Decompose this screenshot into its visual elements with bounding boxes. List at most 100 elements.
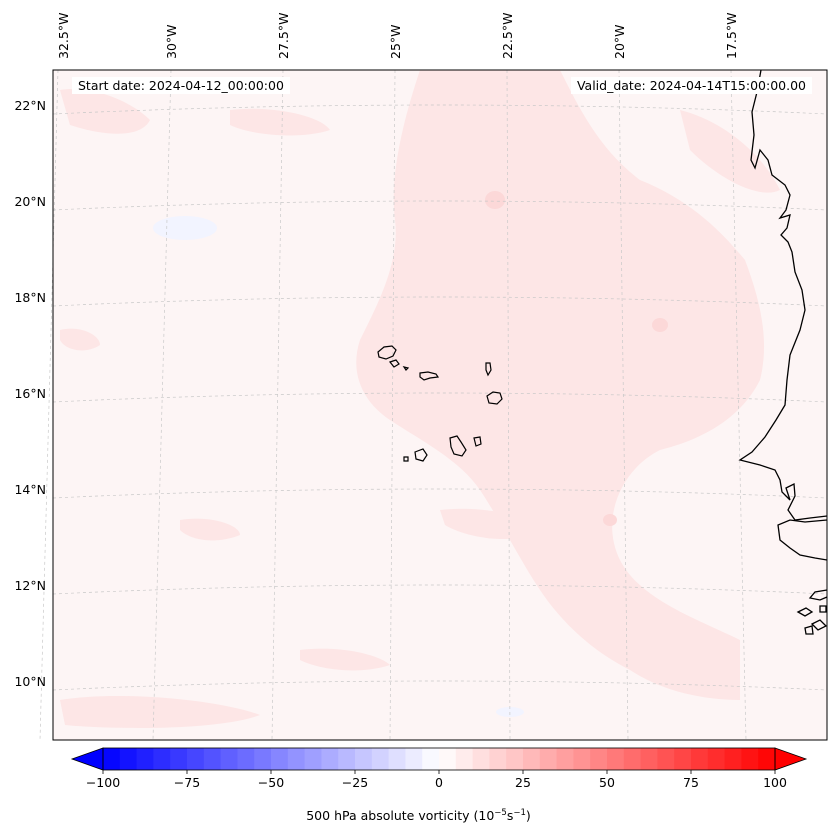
colorbar-segment: [119, 748, 138, 770]
meridian: [618, 69, 629, 741]
start-date-label: Start date: 2024-04-12_00:00:00: [72, 77, 290, 94]
colorbar-segment: [422, 748, 440, 770]
colorbar-segment: [187, 748, 205, 770]
colorbar-segment: [691, 748, 709, 770]
parallel: [52, 200, 828, 211]
parallel: [52, 104, 828, 115]
lon-label: 27.5°W: [276, 12, 291, 59]
cape-verde-islands: [377, 345, 503, 462]
island-boa-vista: [486, 391, 503, 405]
meridian: [389, 69, 396, 741]
island-fogo: [414, 448, 428, 462]
colorbar-segment: [506, 748, 524, 770]
meridian: [730, 69, 747, 741]
colorbar-tick-label: −25: [341, 775, 369, 790]
colorbar-label-unit: s: [506, 808, 514, 824]
lon-label: 32.5°W: [56, 12, 71, 59]
colorbar-label-close: ): [525, 808, 531, 824]
colorbar-label-main: 500 hPa absolute vorticity (10: [306, 808, 495, 824]
lat-label: 22°N: [14, 98, 46, 113]
island-brava: [403, 456, 409, 462]
colorbar-segment: [455, 748, 474, 770]
colorbar-extend-min: [70, 747, 104, 771]
lon-label: 25°W: [388, 24, 403, 59]
vorticity-patch: [300, 648, 390, 671]
colorbar-segment: [556, 748, 574, 770]
vorticity-band-main: [356, 70, 765, 700]
colorbar-tick-label: −75: [173, 775, 201, 790]
colorbar-segment: [237, 748, 255, 770]
parallel: [52, 488, 828, 499]
colorbar-tick-label: 50: [599, 775, 615, 790]
lat-label: 16°N: [14, 386, 46, 401]
colorbar-segment: [539, 748, 558, 770]
colorbar-segment: [758, 748, 776, 770]
colorbar: [70, 747, 808, 774]
lat-label: 20°N: [14, 194, 46, 209]
lon-label: 20°W: [612, 24, 627, 59]
coastline-gambia-guinea: [777, 519, 828, 561]
colorbar-segment: [573, 748, 591, 770]
vorticity-patch: [60, 695, 260, 728]
vorticity-patch-strong: [652, 318, 668, 332]
meridian: [152, 69, 172, 741]
colorbar-segment: [707, 748, 726, 770]
vorticity-patch-strong: [485, 191, 505, 209]
colorbar-segment: [103, 748, 121, 770]
vorticity-negative-patches: [153, 216, 524, 717]
lat-label: 12°N: [14, 578, 46, 593]
colorbar-segment: [489, 748, 507, 770]
colorbar-segment: [674, 748, 692, 770]
colorbar-tick-label: 75: [683, 775, 699, 790]
meridian: [39, 69, 59, 741]
colorbar-segment: [590, 748, 608, 770]
lat-label: 18°N: [14, 290, 46, 305]
colorbar-segment: [254, 748, 272, 770]
colorbar-segment: [405, 748, 423, 770]
coastline: [738, 69, 828, 635]
vorticity-strong-patches: [485, 191, 668, 526]
colorbar-tick-label: 25: [515, 775, 531, 790]
lon-label: 22.5°W: [500, 12, 515, 59]
colorbar-tick-label: −100: [85, 775, 121, 790]
colorbar-segment: [623, 748, 642, 770]
colorbar-segment: [321, 748, 339, 770]
colorbar-extend-max: [774, 747, 808, 771]
colorbar-segment: [355, 748, 373, 770]
lat-label: 10°N: [14, 674, 46, 689]
vorticity-patch: [440, 508, 540, 540]
coastline-bijagos: [796, 605, 828, 635]
lon-label: 30°W: [164, 24, 179, 59]
vorticity-patch-negative: [153, 216, 217, 240]
vorticity-patch: [680, 110, 780, 193]
colorbar-segment: [136, 748, 154, 770]
colorbar-label-exp2: −1: [513, 808, 526, 818]
colorbar-label-exp1: −5: [494, 808, 507, 818]
lon-label: 17.5°W: [724, 12, 739, 59]
colorbar-segment: [203, 748, 222, 770]
vorticity-patch: [60, 328, 100, 351]
colorbar-segment: [287, 748, 306, 770]
parallel: [52, 392, 828, 403]
vorticity-patch-strong: [603, 514, 617, 526]
colorbar-segment: [388, 748, 406, 770]
colorbar-segment: [304, 748, 322, 770]
vorticity-field: [60, 70, 780, 728]
coastline-guinea-bissau: [808, 589, 828, 601]
colorbar-segment: [439, 748, 457, 770]
vorticity-patch: [180, 518, 240, 541]
colorbar-tick-label: 0: [435, 775, 443, 790]
colorbar-segment: [523, 748, 541, 770]
colorbar-segment: [472, 748, 490, 770]
colorbar-tick-label: −50: [257, 775, 285, 790]
colorbar-segment: [271, 748, 289, 770]
colorbar-segment: [371, 748, 390, 770]
meridian: [506, 69, 511, 741]
island-santo-antao: [377, 345, 397, 360]
colorbar-tick-label: 100: [763, 775, 787, 790]
island-santa-luzia: [402, 366, 410, 371]
island-maio: [473, 436, 482, 447]
parallel: [52, 680, 828, 691]
valid-date-label: Valid_date: 2024-04-14T15:00:00.00: [570, 77, 812, 94]
vorticity-patch: [230, 108, 330, 136]
